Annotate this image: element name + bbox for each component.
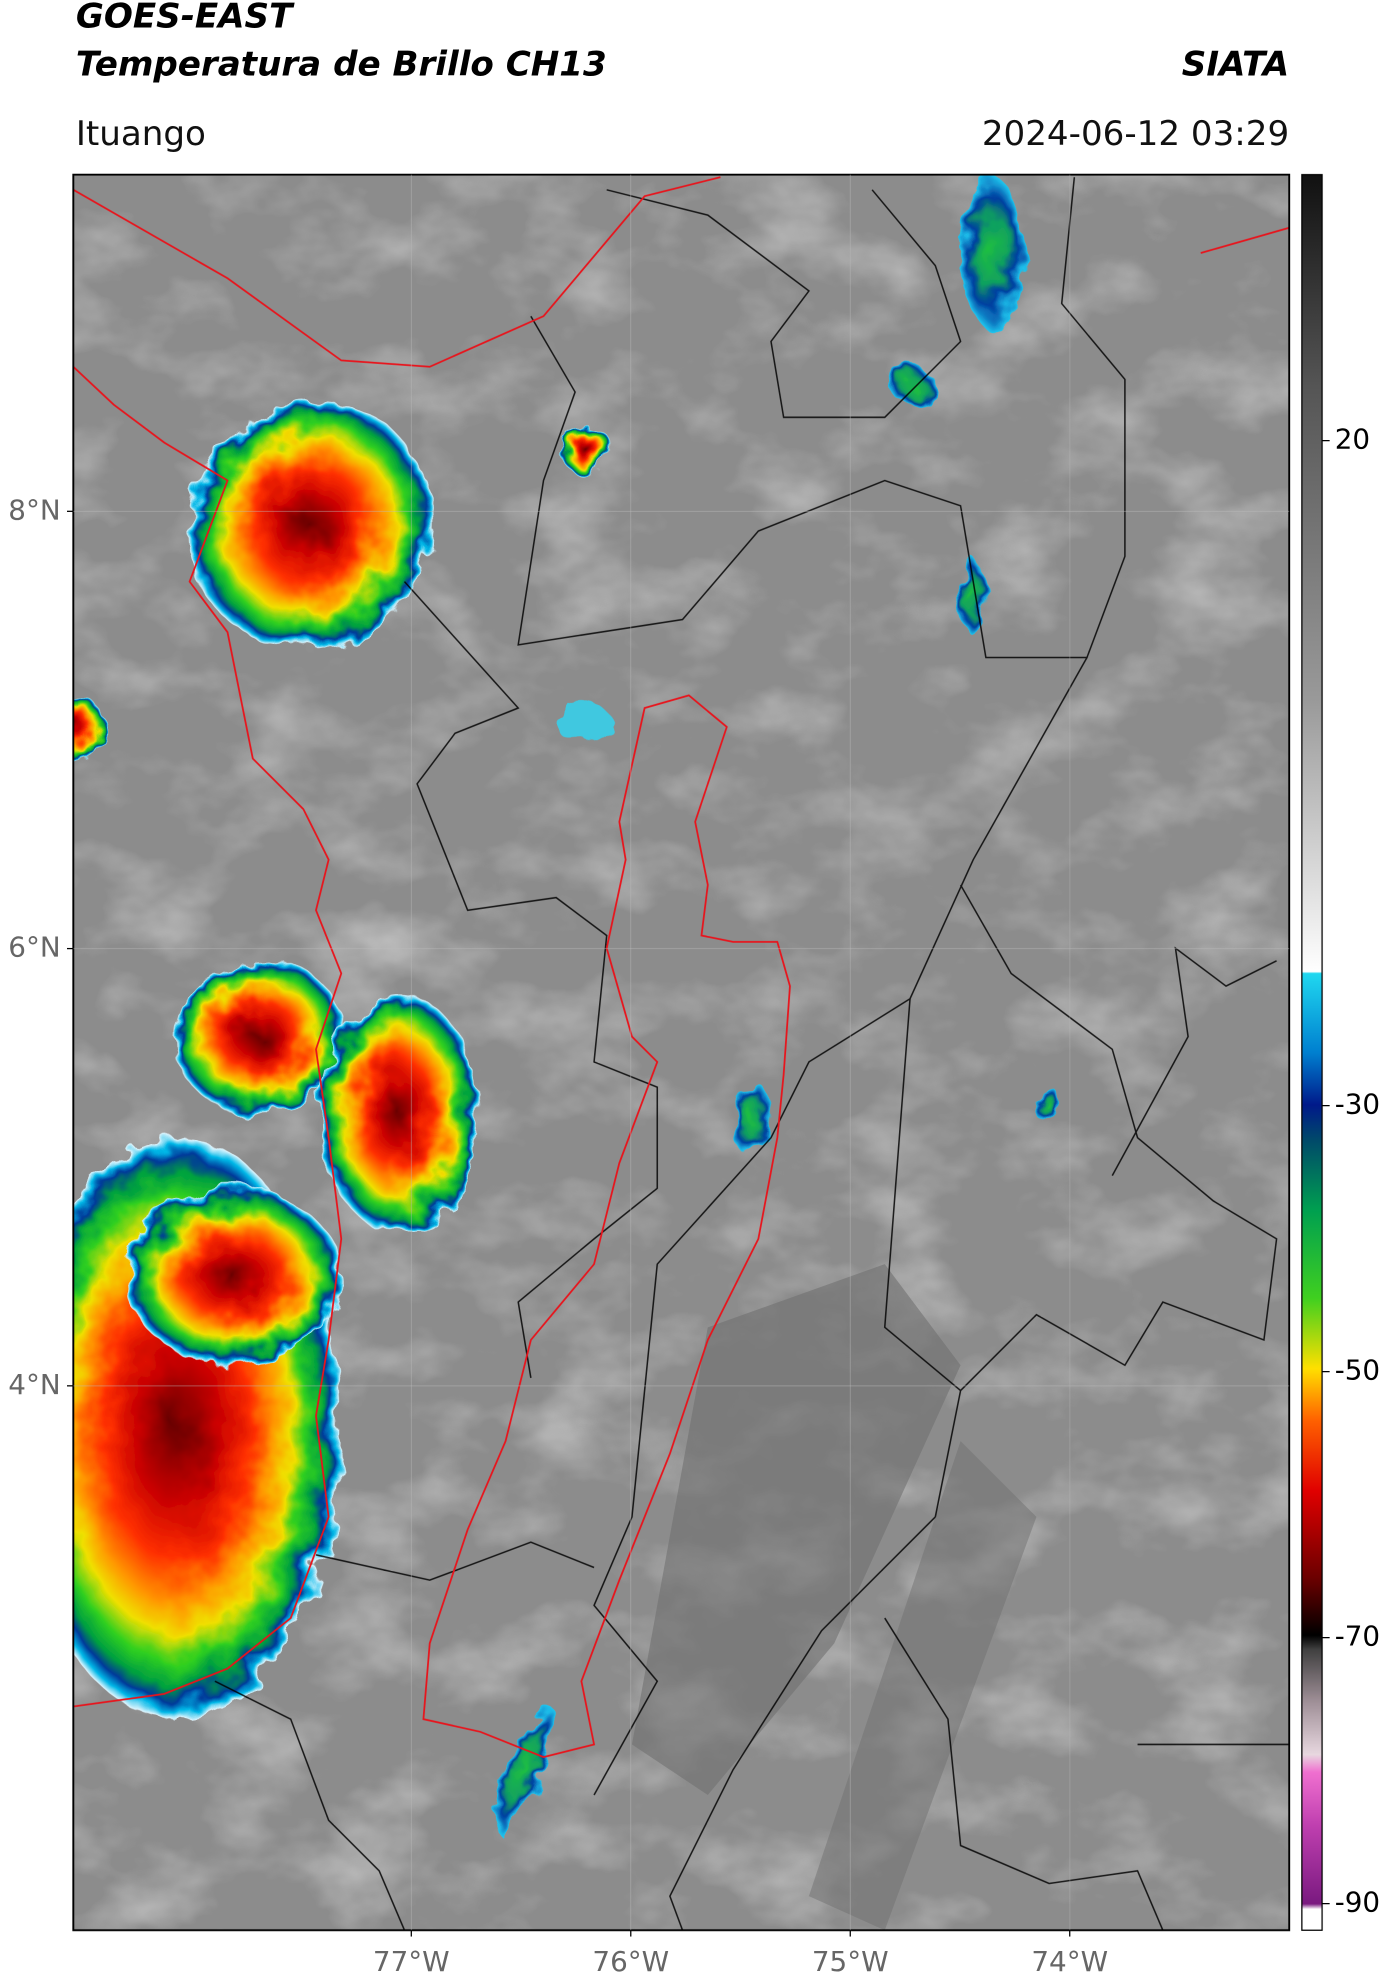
lat-tick-label: 6°N — [8, 931, 60, 964]
subtitle: Temperatura de Brillo CH13 — [76, 44, 607, 84]
colorbar-tick-label: 20 — [1335, 423, 1370, 456]
colorbar-tick-label: -30 — [1335, 1088, 1380, 1121]
lat-tick-label: 8°N — [8, 493, 60, 526]
location: Ituango — [76, 114, 206, 154]
colorbar-tick-label: -90 — [1335, 1886, 1380, 1919]
title: GOES-EAST — [76, 0, 295, 36]
lon-tick-label: 74°W — [1031, 1945, 1108, 1978]
colorbar — [1301, 174, 1323, 1931]
lon-tick-label: 76°W — [592, 1945, 669, 1978]
map-frame — [72, 173, 1291, 1932]
satellite-image — [73, 174, 1290, 1931]
datetime: 2024-06-12 03:29 — [982, 114, 1289, 154]
lon-tick-label: 75°W — [812, 1945, 889, 1978]
lat-tick-label: 4°N — [8, 1368, 60, 1401]
lon-tick-label: 77°W — [373, 1945, 450, 1978]
source: SIATA — [1182, 44, 1289, 84]
colorbar-tick-label: -50 — [1335, 1354, 1380, 1387]
colorbar-tick-label: -70 — [1335, 1620, 1380, 1653]
